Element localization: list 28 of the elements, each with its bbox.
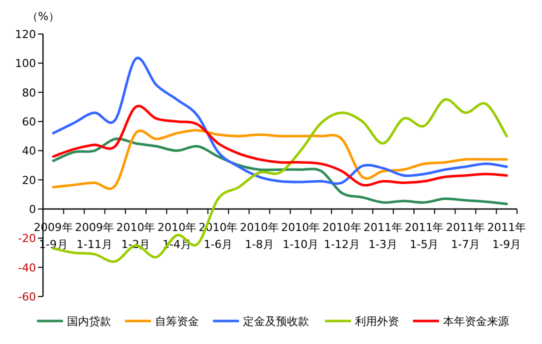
x-tick-label: 2009年 1-11月 — [75, 221, 114, 251]
line-series — [52, 138, 508, 206]
y-tick-label: 100 — [15, 57, 36, 70]
legend-label: 定金及预收款 — [243, 315, 309, 328]
x-tick-label: 2011年 1-9月 — [487, 221, 526, 251]
x-tick-label: 2010年 1-12月 — [322, 221, 362, 251]
y-tick-label: -40 — [18, 261, 36, 274]
y-tick-label: 0 — [29, 203, 36, 216]
line-series — [52, 56, 508, 185]
x-tick-label: 2010年 1-8月 — [240, 221, 279, 251]
x-tick-label: 2011年 1-3月 — [364, 221, 403, 251]
line-series — [52, 129, 508, 190]
y-tick-label: 60 — [22, 116, 36, 128]
x-tick-label: 2010年 1-10月 — [281, 221, 320, 251]
y-tick-label: 20 — [22, 174, 36, 187]
y-axis-title: （%） — [27, 10, 60, 23]
legend-label: 本年资金来源 — [443, 315, 509, 328]
x-tick-label: 2011年 1-5月 — [404, 221, 444, 251]
line-series — [52, 104, 508, 186]
x-tick-label: 2011年 1-7月 — [446, 221, 485, 251]
y-tick-label: 80 — [22, 86, 36, 100]
y-tick-label: -60 — [18, 290, 36, 304]
y-tick-label: 120 — [15, 28, 36, 41]
legend-label: 国内贷款 — [67, 315, 111, 328]
y-tick-label: -20 — [18, 232, 36, 246]
y-tick-label: 40 — [22, 144, 36, 158]
legend-label: 自筹资金 — [155, 315, 199, 328]
legend-label: 利用外资 — [355, 315, 399, 328]
